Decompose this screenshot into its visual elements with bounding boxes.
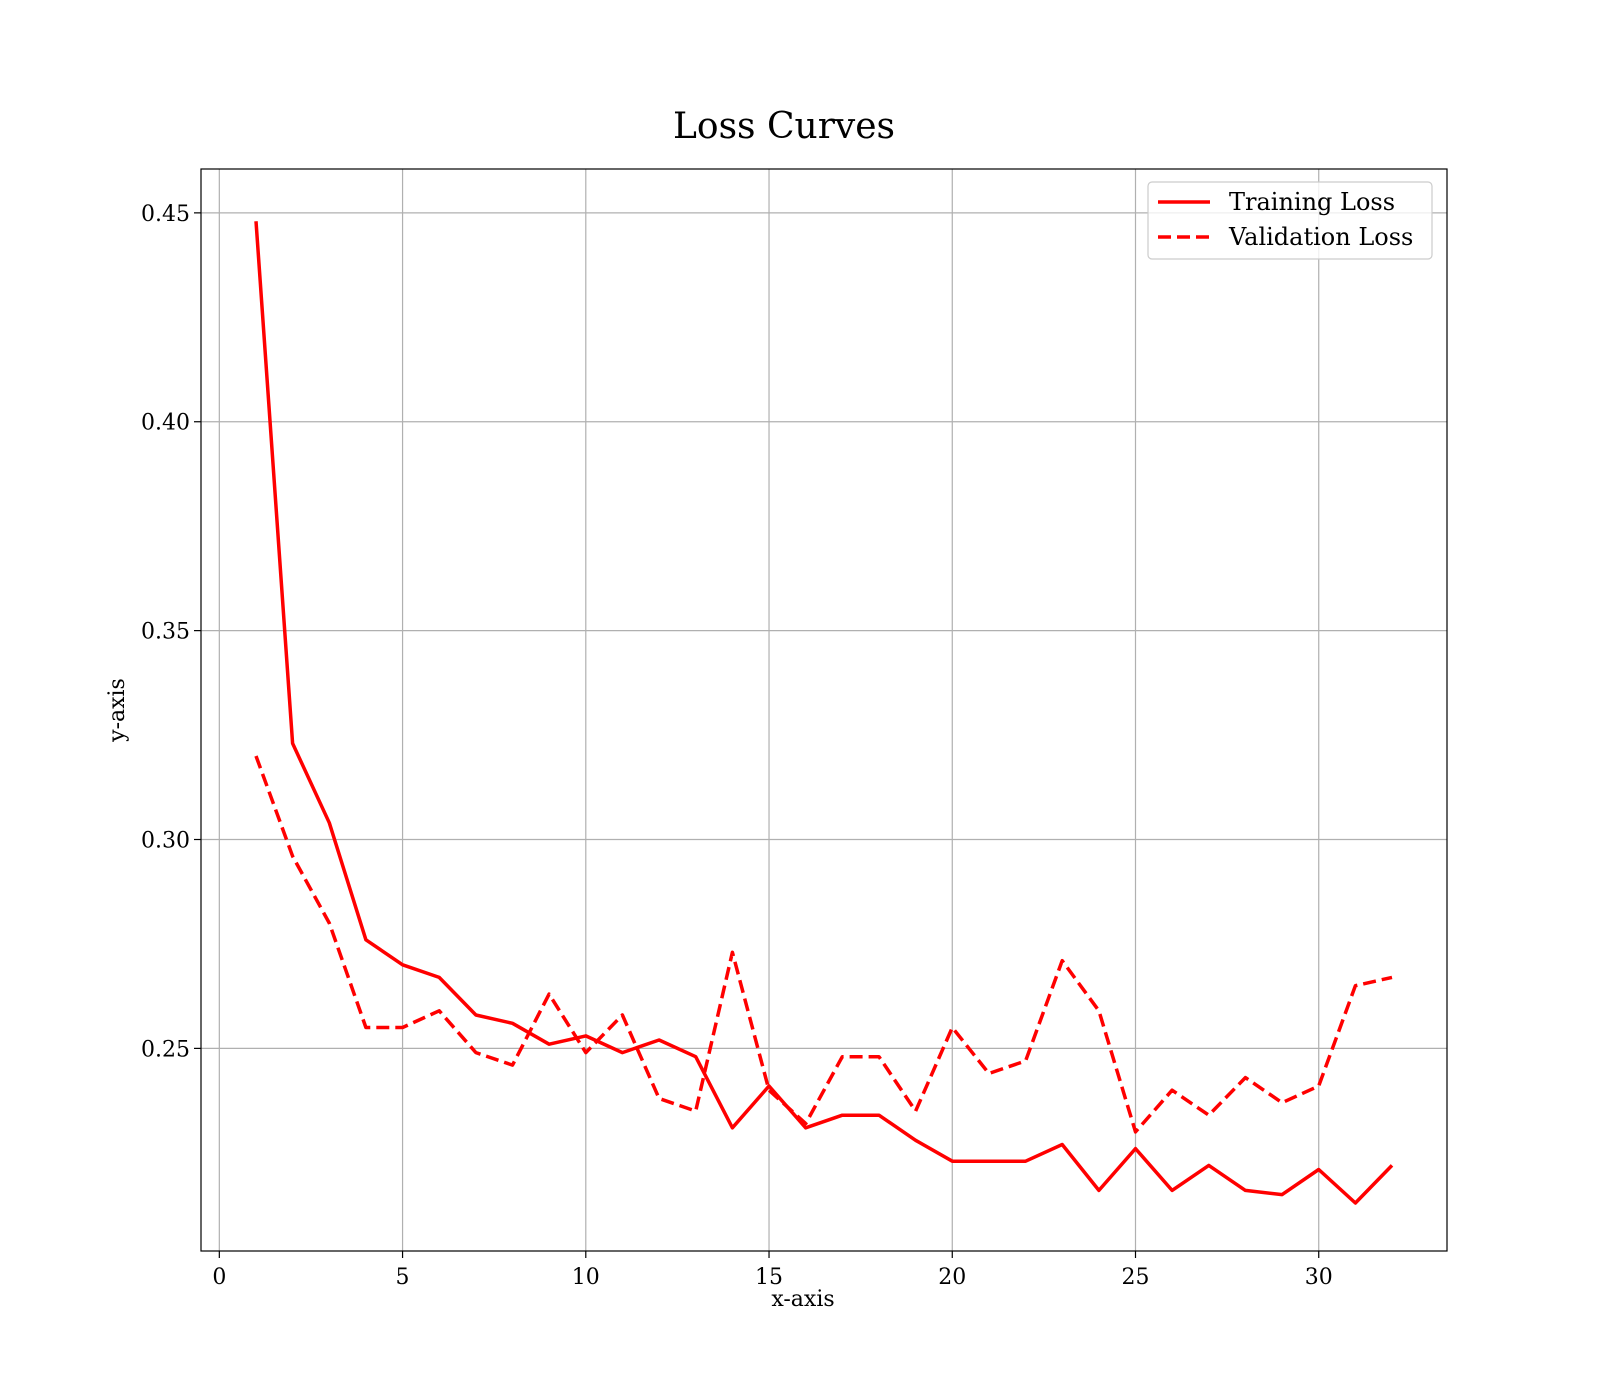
x-tick-label: 0 [212,1265,226,1290]
x-tick-label: 25 [1122,1265,1150,1290]
y-tick-label: 0.35 [141,620,190,645]
x-tick-label: 30 [1305,1265,1333,1290]
grid [201,169,1447,1251]
x-axis-label: x-axis [771,1287,834,1312]
plot-frame [200,168,1448,1252]
y-tick-label: 0.30 [141,829,190,854]
x-tick-label: 15 [755,1265,783,1290]
series-line-validation-loss [254,755,1393,1134]
x-axis: 0 5 10 15 20 25 30 [212,1251,1333,1290]
x-tick-label: 20 [938,1265,966,1290]
chart-title: Loss Curves [673,106,895,147]
plot-area [254,221,1394,1205]
y-axis-label: y-axis [105,678,130,743]
legend-box [1147,181,1433,260]
y-tick-label: 0.45 [141,202,190,227]
legend-label: Training Loss [1229,188,1395,216]
y-tick-label: 0.25 [141,1037,190,1062]
y-tick-label: 0.40 [141,411,190,436]
x-tick-label: 5 [396,1265,410,1290]
legend: Training Loss Validation Loss [1147,181,1433,260]
x-tick-label: 10 [572,1265,600,1290]
series-line-training-loss [254,221,1394,1205]
y-axis: 0.25 0.30 0.35 0.40 0.45 [141,202,201,1062]
legend-label: Validation Loss [1228,223,1413,251]
